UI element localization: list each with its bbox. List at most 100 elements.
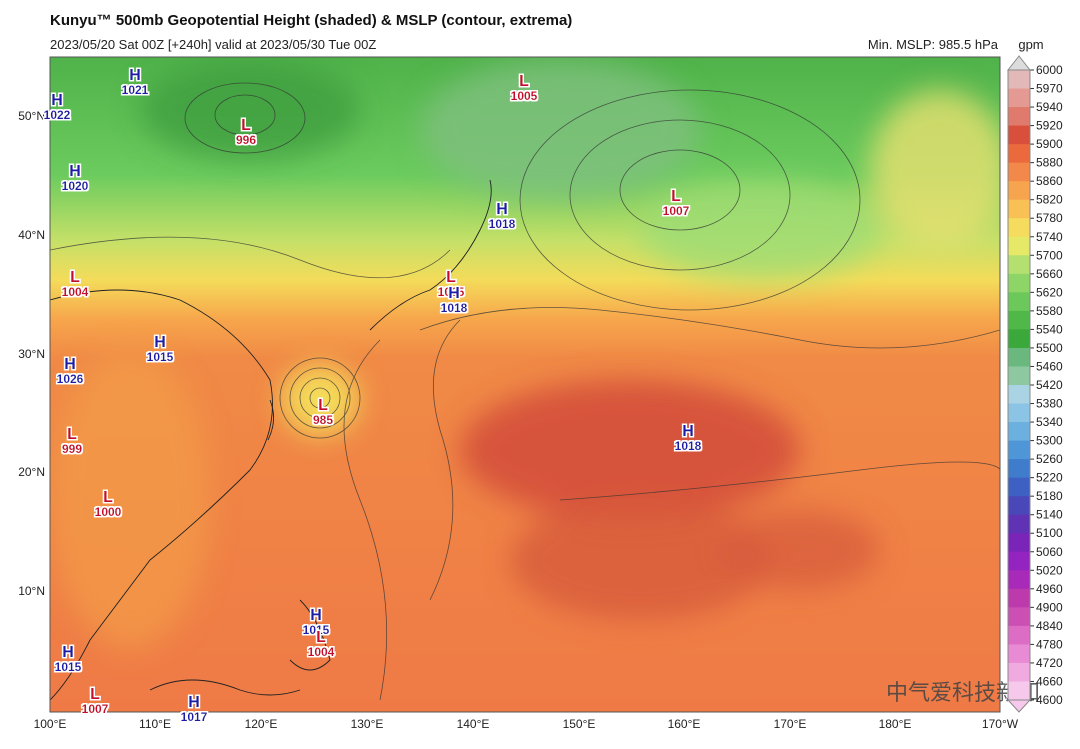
title: Kunyu™ 500mb Geopotential Height (shaded…: [50, 12, 572, 29]
colorbar-unit: gpm: [1018, 37, 1043, 52]
colorbar-tick-label: 5380: [1036, 397, 1063, 411]
lon-label: 160°E: [668, 717, 701, 731]
extremum-value: 1007: [82, 702, 109, 716]
colorbar-swatch: [1008, 644, 1030, 664]
colorbar-swatch: [1008, 625, 1030, 645]
extremum-value: 1005: [511, 89, 538, 103]
colorbar-tick-label: 4600: [1036, 693, 1063, 707]
colorbar-tick-label: 5780: [1036, 211, 1063, 225]
colorbar-swatch: [1008, 514, 1030, 534]
extremum-kind: H: [64, 356, 76, 373]
colorbar-tick-label: 4660: [1036, 674, 1063, 688]
colorbar-swatch: [1008, 422, 1030, 442]
extremum-kind: L: [67, 426, 77, 443]
extremum-kind: L: [70, 269, 80, 286]
extremum-kind: H: [496, 201, 508, 218]
colorbar-swatch: [1008, 162, 1030, 182]
colorbar-swatch: [1008, 107, 1030, 127]
colorbar-tick-label: 5740: [1036, 230, 1063, 244]
coastlines: [50, 179, 492, 701]
subtitle: 2023/05/20 Sat 00Z [+240h] valid at 2023…: [50, 37, 376, 52]
extremum-value: 1015: [303, 623, 330, 637]
field-features: [50, 60, 1000, 650]
extremum-kind: L: [446, 269, 456, 286]
colorbar-swatch: [1008, 662, 1030, 682]
colorbar-tick-label: 5620: [1036, 285, 1063, 299]
colorbar-tick-label: 5940: [1036, 100, 1063, 114]
colorbar-tick-label: 5900: [1036, 137, 1063, 151]
lon-label: 170°E: [774, 717, 807, 731]
lon-label: 170°W: [982, 717, 1019, 731]
extremum-kind: H: [51, 92, 63, 109]
extremum-value: 1005: [438, 285, 465, 299]
extremum-value: 1000: [95, 505, 122, 519]
extremum-kind: H: [310, 607, 322, 624]
extremum-value: 1015: [55, 660, 82, 674]
extremum-value: 1017: [181, 710, 208, 724]
extremum-value: 996: [236, 133, 256, 147]
colorbar-tick-label: 5060: [1036, 545, 1063, 559]
extremum-kind: L: [318, 397, 328, 414]
lat-label: 20°N: [18, 465, 45, 479]
extremum-kind: L: [241, 117, 251, 134]
extremum-kind: H: [129, 67, 141, 84]
extremum-value: 1021: [122, 83, 149, 97]
extremum-kind: L: [103, 489, 113, 506]
colorbar-tick-label: 4780: [1036, 637, 1063, 651]
colorbar-tick-label: 5860: [1036, 174, 1063, 188]
colorbar-swatch: [1008, 588, 1030, 608]
lon-label: 120°E: [245, 717, 278, 731]
lon-label: 140°E: [457, 717, 490, 731]
colorbar-tick-label: 5260: [1036, 452, 1063, 466]
colorbar-swatch: [1008, 273, 1030, 293]
extremum-kind: L: [519, 73, 529, 90]
colorbar-swatch: [1008, 607, 1030, 627]
colorbar-swatch: [1008, 347, 1030, 367]
colorbar-tick-label: 5700: [1036, 248, 1063, 262]
colorbar-swatch: [1008, 477, 1030, 497]
colorbar-swatch: [1008, 292, 1030, 312]
lat-label: 50°N: [18, 109, 45, 123]
colorbar-tick-label: 4840: [1036, 619, 1063, 633]
extremum-value: 1004: [62, 285, 89, 299]
colorbar-tick-label: 5300: [1036, 434, 1063, 448]
colorbar-tick-label: 6000: [1036, 63, 1063, 77]
extremum-kind: H: [69, 163, 81, 180]
colorbar-swatch: [1008, 181, 1030, 201]
colorbar-swatch: [1008, 403, 1030, 423]
extremum-value: 985: [313, 413, 333, 427]
lon-label: 130°E: [351, 717, 384, 731]
colorbar-swatch: [1008, 459, 1030, 479]
colorbar-tick-label: 4720: [1036, 656, 1063, 670]
colorbar-tick-label: 5140: [1036, 508, 1063, 522]
colorbar-swatch: [1008, 440, 1030, 460]
colorbar-swatch: [1008, 144, 1030, 164]
colorbar-swatch: [1008, 681, 1030, 701]
colorbar-swatch: [1008, 366, 1030, 386]
min-mslp: Min. MSLP: 985.5 hPa: [868, 37, 999, 52]
colorbar-cap: [1006, 55, 1032, 71]
colorbar-tick-label: 4900: [1036, 600, 1063, 614]
lat-label: 30°N: [18, 347, 45, 361]
colorbar-tick-label: 5100: [1036, 526, 1063, 540]
extremum-kind: H: [682, 423, 694, 440]
colorbar-swatch: [1008, 533, 1030, 553]
lon-label: 110°E: [139, 717, 171, 731]
lon-label: 150°E: [563, 717, 596, 731]
map-frame: [49, 56, 1001, 713]
colorbar-swatch: [1008, 199, 1030, 219]
colorbar-cap: [1006, 699, 1032, 713]
